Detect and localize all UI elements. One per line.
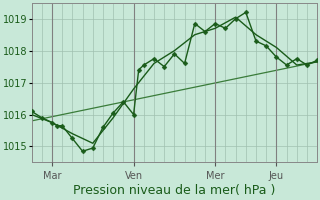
X-axis label: Pression niveau de la mer( hPa ): Pression niveau de la mer( hPa ) (73, 184, 276, 197)
